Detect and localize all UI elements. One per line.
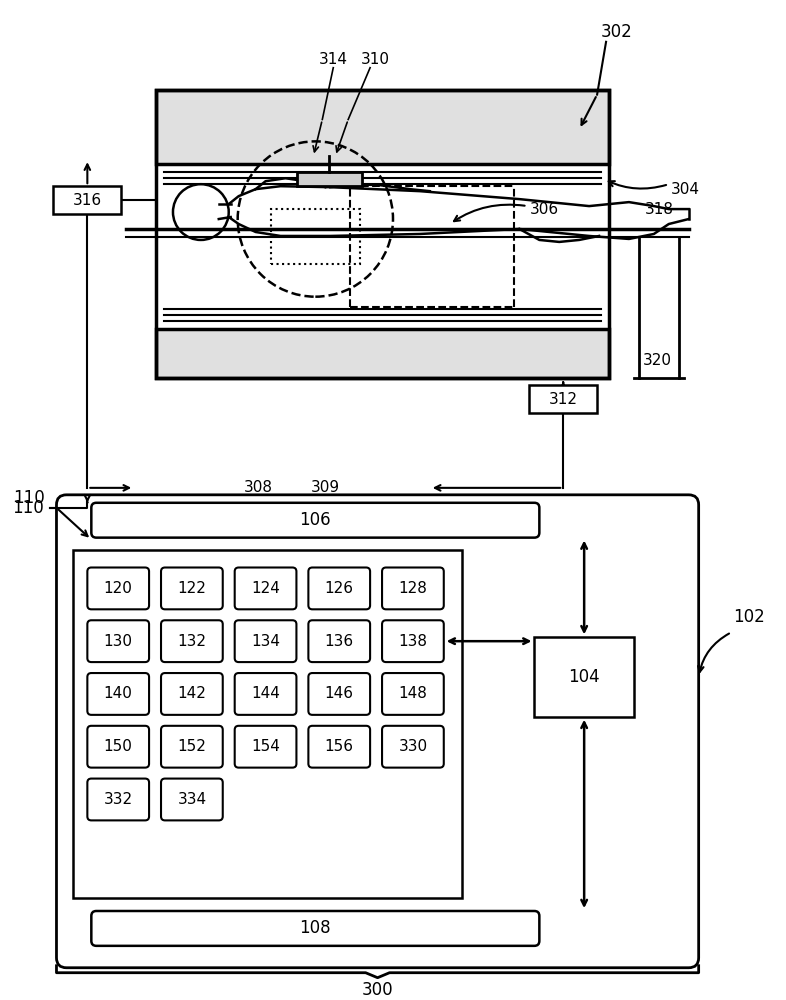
Text: 306: 306 — [530, 202, 559, 217]
Text: 316: 316 — [73, 193, 102, 208]
Bar — [534, 637, 634, 717]
Bar — [156, 90, 609, 164]
Text: 156: 156 — [325, 739, 354, 754]
Text: 146: 146 — [325, 686, 354, 701]
Text: 310: 310 — [361, 52, 390, 67]
Text: 148: 148 — [399, 686, 428, 701]
FancyBboxPatch shape — [87, 568, 149, 609]
Text: 106: 106 — [299, 511, 331, 529]
FancyBboxPatch shape — [382, 568, 444, 609]
Text: 152: 152 — [178, 739, 206, 754]
FancyBboxPatch shape — [308, 568, 370, 609]
FancyBboxPatch shape — [308, 726, 370, 768]
FancyBboxPatch shape — [87, 726, 149, 768]
Text: 300: 300 — [362, 981, 393, 999]
Text: 302: 302 — [601, 23, 633, 41]
FancyBboxPatch shape — [382, 726, 444, 768]
FancyBboxPatch shape — [91, 503, 539, 538]
FancyBboxPatch shape — [87, 673, 149, 715]
Text: 102: 102 — [733, 608, 766, 626]
Text: 108: 108 — [299, 919, 331, 937]
FancyBboxPatch shape — [235, 726, 296, 768]
Text: 122: 122 — [178, 581, 206, 596]
FancyBboxPatch shape — [161, 779, 222, 820]
FancyBboxPatch shape — [87, 779, 149, 820]
FancyBboxPatch shape — [91, 911, 539, 946]
FancyBboxPatch shape — [161, 620, 222, 662]
Text: 312: 312 — [549, 392, 578, 407]
Text: 130: 130 — [104, 634, 133, 649]
Text: 104: 104 — [568, 668, 600, 686]
Bar — [73, 550, 461, 898]
Bar — [53, 186, 121, 214]
Text: 320: 320 — [642, 353, 671, 368]
Text: 134: 134 — [251, 634, 280, 649]
FancyBboxPatch shape — [235, 673, 296, 715]
FancyBboxPatch shape — [308, 673, 370, 715]
Text: 138: 138 — [399, 634, 428, 649]
Text: 142: 142 — [178, 686, 206, 701]
Bar — [297, 172, 362, 186]
Text: 154: 154 — [251, 739, 280, 754]
Text: 308: 308 — [244, 480, 273, 495]
FancyBboxPatch shape — [161, 673, 222, 715]
Text: 304: 304 — [670, 182, 700, 197]
Bar — [530, 385, 597, 413]
FancyBboxPatch shape — [308, 620, 370, 662]
Text: 126: 126 — [325, 581, 354, 596]
FancyBboxPatch shape — [382, 673, 444, 715]
Text: 314: 314 — [319, 52, 347, 67]
Text: 110: 110 — [12, 499, 43, 517]
Bar — [270, 209, 360, 264]
FancyBboxPatch shape — [57, 495, 699, 968]
Bar — [156, 329, 609, 378]
Text: 334: 334 — [178, 792, 207, 807]
FancyBboxPatch shape — [235, 568, 296, 609]
Text: 144: 144 — [251, 686, 280, 701]
FancyBboxPatch shape — [87, 620, 149, 662]
Text: 128: 128 — [399, 581, 428, 596]
Text: 110: 110 — [13, 489, 45, 507]
Bar — [156, 90, 609, 378]
Text: 330: 330 — [399, 739, 428, 754]
Text: 150: 150 — [104, 739, 133, 754]
Text: 309: 309 — [310, 480, 340, 495]
FancyBboxPatch shape — [161, 726, 222, 768]
FancyBboxPatch shape — [382, 620, 444, 662]
FancyBboxPatch shape — [235, 620, 296, 662]
FancyBboxPatch shape — [161, 568, 222, 609]
Text: 136: 136 — [325, 634, 354, 649]
Text: 132: 132 — [178, 634, 207, 649]
Text: 318: 318 — [645, 202, 674, 217]
Text: 332: 332 — [104, 792, 133, 807]
Text: 120: 120 — [104, 581, 133, 596]
Text: 124: 124 — [251, 581, 280, 596]
Text: 140: 140 — [104, 686, 133, 701]
